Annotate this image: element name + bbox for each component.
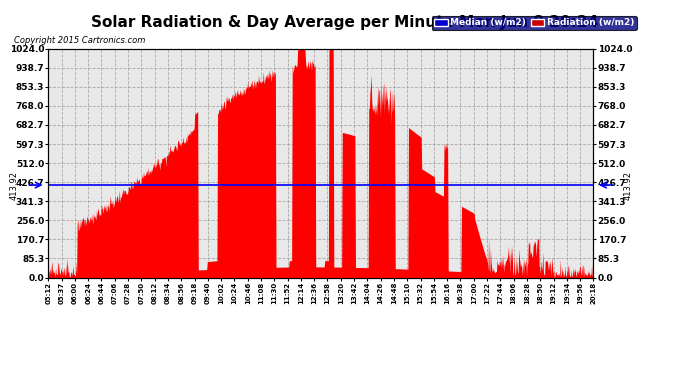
Text: Copyright 2015 Cartronics.com: Copyright 2015 Cartronics.com: [14, 36, 145, 45]
Text: 413.92: 413.92: [623, 171, 632, 200]
Legend: Median (w/m2), Radiation (w/m2): Median (w/m2), Radiation (w/m2): [431, 16, 637, 30]
Text: Solar Radiation & Day Average per Minute Mon Jun 8 20:24: Solar Radiation & Day Average per Minute…: [91, 15, 599, 30]
Text: 413.92: 413.92: [10, 171, 19, 200]
